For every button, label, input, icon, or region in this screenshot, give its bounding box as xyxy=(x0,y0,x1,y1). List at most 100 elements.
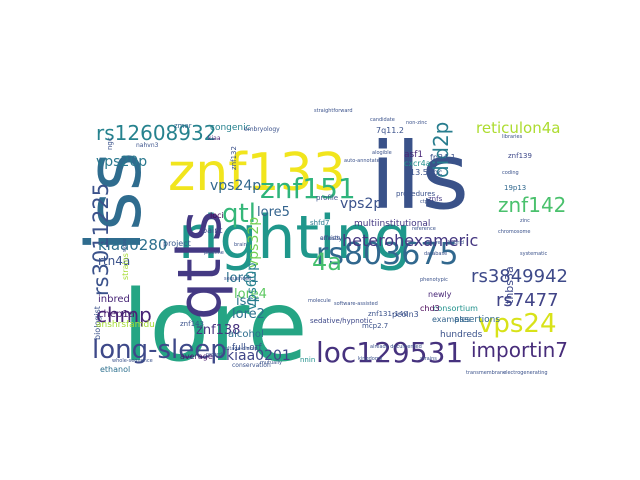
cloud-word: profile xyxy=(316,194,338,202)
cloud-word: multiinstitutional xyxy=(354,219,430,229)
cloud-word: software-assisted xyxy=(334,301,378,307)
cloud-word: newly xyxy=(428,290,452,299)
cloud-word: znf131-140 xyxy=(368,310,408,318)
cloud-word: nahvn3 xyxy=(136,142,159,149)
cloud-word: conservation xyxy=(232,362,271,369)
cloud-word: coding xyxy=(502,170,519,176)
cloud-word: nnin xyxy=(300,356,315,364)
cloud-word: chd3 xyxy=(420,304,440,313)
cloud-word: znf142 xyxy=(498,193,566,217)
cloud-word: alcohol xyxy=(228,329,264,340)
cloud-word: procedures xyxy=(396,190,436,198)
cloud-word: znf143 xyxy=(180,320,204,328)
cloud-word: ils xyxy=(370,123,469,230)
cloud-word: kiaa0201 xyxy=(226,348,291,364)
cloud-word: kingdoms xyxy=(358,356,383,362)
cloud-word: brain xyxy=(234,242,247,248)
cloud-word: vps32p xyxy=(246,217,262,268)
cloud-word: righting xyxy=(178,203,412,273)
cloud-word: 19p13 xyxy=(504,184,526,192)
cloud-word: consortium xyxy=(433,304,478,313)
cloud-word: rs12608932 xyxy=(96,121,216,145)
cloud-word: lore4 xyxy=(234,287,267,302)
cloud-word: kiaa0280 xyxy=(98,236,167,254)
cloud-word: rs3849942 xyxy=(471,266,568,287)
cloud-word: znf133 xyxy=(168,143,346,203)
cloud-word: cxcr4a xyxy=(404,159,431,168)
cloud-word: anxiety xyxy=(320,235,343,242)
cloud-word: thbs3a xyxy=(503,266,516,304)
cloud-word: reference xyxy=(412,226,436,232)
cloud-word: alogible xyxy=(372,150,392,156)
cloud-word: record xyxy=(206,352,222,358)
cloud-word: transmembrane xyxy=(466,370,506,376)
cloud-word: anshrsfamdu xyxy=(96,320,155,330)
cloud-word: fp34.1 xyxy=(430,153,456,162)
cloud-word: iss xyxy=(69,152,158,252)
cloud-word: shfd7 xyxy=(310,219,329,227)
cloud-word: biologist xyxy=(93,306,102,340)
cloud-word: ngc xyxy=(106,137,114,150)
cloud-word: embryology xyxy=(244,126,280,133)
cloud-word: znf139 xyxy=(508,152,532,160)
cloud-word: assertions xyxy=(454,315,500,325)
cloud-word: znf138 xyxy=(196,323,240,338)
cloud-word: loci xyxy=(210,211,224,220)
cloud-word: chromosome xyxy=(498,229,530,235)
cloud-word: 13.5dpc xyxy=(410,168,442,177)
cloud-word: non-zinc xyxy=(406,120,427,126)
cloud-word: rtn4a xyxy=(98,254,130,268)
cloud-word: straightforward xyxy=(314,108,353,114)
cloud-word: inbred xyxy=(98,294,130,305)
cloud-word: hundreds xyxy=(440,330,483,340)
cloud-word: mcp2.7 xyxy=(362,322,388,330)
cloud-word: pcoln3 xyxy=(392,310,419,319)
cloud-word: lore xyxy=(122,270,308,384)
cloud-word: project xyxy=(163,239,191,248)
cloud-word: phenotypic xyxy=(420,277,448,283)
cloud-word: long-sleep xyxy=(92,335,227,365)
cloud-word: paint xyxy=(202,226,222,235)
cloud-word: average xyxy=(180,352,213,361)
cloud-word: whole-sequence xyxy=(112,358,153,364)
cloud-word: vps20p xyxy=(96,154,147,170)
cloud-word: qtl xyxy=(222,199,256,229)
cloud-word: 4a xyxy=(312,248,342,276)
cloud-word: lore5 xyxy=(257,205,290,220)
cloud-word: mutually xyxy=(260,360,282,366)
cloud-word: asf1 xyxy=(404,150,423,160)
cloud-word: zinc xyxy=(520,218,530,224)
cloud-word: znf132 xyxy=(230,146,238,170)
cloud-word: pipeline xyxy=(204,250,224,256)
cloud-word: hybrid xyxy=(448,240,464,246)
cloud-word: vps2p xyxy=(340,196,382,212)
cloud-word: did2p xyxy=(429,122,453,178)
cloud-word: congenic xyxy=(210,123,251,133)
cloud-word: iscr xyxy=(236,294,260,309)
cloud-word: 7q11.2 xyxy=(376,126,404,135)
cloud-word: strains xyxy=(121,253,130,280)
cloud-word: heterohexameric xyxy=(342,231,478,250)
cloud-word: lore2 xyxy=(232,307,265,322)
cloud-word: figure xyxy=(426,240,441,246)
cloud-word: reticulon4a xyxy=(476,119,560,137)
cloud-word: electrogenerating xyxy=(503,370,548,376)
cloud-word: vps24 xyxy=(478,309,557,339)
cloud-word: znf151 xyxy=(260,172,356,205)
cloud-word: chmp xyxy=(96,303,152,327)
cloud-word: database xyxy=(424,251,447,257)
cloud-word: voltage-clamp xyxy=(222,346,258,352)
cloud-word: importin7 xyxy=(471,338,568,362)
cloud-word: ctp3a xyxy=(420,199,434,205)
cloud-word: systematic xyxy=(520,251,547,257)
cloud-word: molecule xyxy=(308,298,331,304)
cloud-word: kiaa xyxy=(208,135,221,142)
cloud-word: rs7477 xyxy=(496,290,559,311)
cloud-word: sedative/hypnotic xyxy=(310,317,373,325)
cloud-word: rs803675 xyxy=(316,237,459,272)
cloud-word: chep1a xyxy=(98,309,135,320)
cloud-word: examples xyxy=(432,315,471,324)
cloud-word: vps60p xyxy=(245,262,260,310)
cloud-word: lore1 xyxy=(226,271,259,286)
